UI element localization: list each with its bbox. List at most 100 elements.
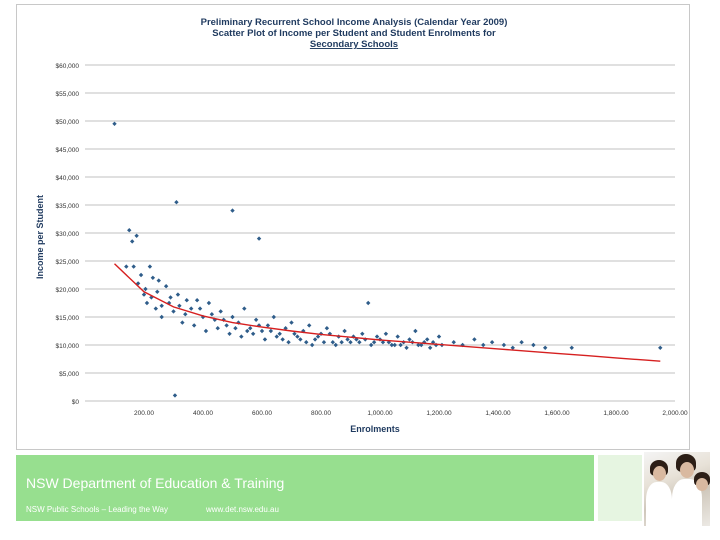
- x-tick-label: 1,400.00: [485, 410, 511, 417]
- data-point: [159, 314, 164, 320]
- data-point: [180, 320, 185, 325]
- data-point: [286, 340, 291, 345]
- data-point: [472, 337, 477, 342]
- data-point: [425, 337, 430, 342]
- y-axis-label: Income per Student: [35, 195, 45, 279]
- data-point: [150, 275, 156, 280]
- data-point: [366, 300, 371, 306]
- data-point: [368, 342, 374, 348]
- data-point: [138, 272, 144, 278]
- data-point: [416, 342, 421, 348]
- data-point: [256, 236, 262, 241]
- footer-band: NSW Department of Education & Training N…: [16, 455, 594, 521]
- data-point: [321, 340, 327, 345]
- footer-title: NSW Department of Education & Training: [26, 475, 285, 491]
- data-point: [134, 233, 139, 238]
- data-point: [357, 340, 362, 345]
- data-point: [248, 326, 253, 331]
- data-point: [171, 309, 176, 314]
- data-point: [404, 345, 409, 350]
- data-point: [215, 326, 220, 331]
- data-point: [389, 342, 394, 348]
- y-tick-label: $30,000: [56, 231, 80, 238]
- data-points: [112, 121, 663, 398]
- chart-title-line: Scatter Plot of Income per Student and S…: [212, 28, 496, 39]
- x-tick-label: 800.00: [311, 410, 331, 417]
- data-point: [345, 337, 350, 342]
- chart-title: Preliminary Recurrent School Income Anal…: [201, 17, 508, 50]
- data-point: [172, 393, 178, 398]
- data-point: [280, 337, 285, 342]
- data-point: [163, 284, 169, 289]
- data-point: [398, 342, 403, 348]
- data-point: [174, 200, 179, 205]
- y-tick-labels: $0 $5,000 $10,000 $15,000 $20,000 $25,000 $30,…: [56, 63, 80, 406]
- data-point: [330, 340, 335, 345]
- data-point: [127, 228, 132, 233]
- data-point: [239, 334, 244, 339]
- data-point: [481, 342, 486, 348]
- data-point: [242, 306, 247, 311]
- data-point: [144, 300, 150, 306]
- data-point: [206, 300, 212, 306]
- data-point: [333, 342, 338, 348]
- trend-line-path: [114, 263, 661, 362]
- trend-line: [114, 263, 661, 362]
- data-point: [510, 345, 515, 350]
- data-point: [427, 345, 433, 350]
- y-tick-label: $40,000: [56, 175, 80, 182]
- data-point: [203, 328, 209, 334]
- students-photo: [644, 452, 710, 526]
- data-point: [230, 314, 235, 320]
- data-point: [156, 278, 161, 283]
- data-point: [531, 342, 536, 348]
- data-point: [489, 340, 495, 345]
- data-point: [395, 334, 400, 339]
- data-point: [312, 337, 318, 342]
- data-point: [143, 286, 148, 292]
- y-tick-label: $45,000: [56, 147, 80, 154]
- data-point: [155, 289, 160, 294]
- data-point: [183, 312, 188, 317]
- data-point: [250, 331, 256, 336]
- data-point: [342, 328, 347, 334]
- data-point: [245, 328, 250, 334]
- data-point: [315, 334, 321, 339]
- data-point: [436, 334, 442, 339]
- data-point: [175, 292, 181, 297]
- data-point: [419, 342, 424, 348]
- data-point: [392, 342, 397, 348]
- data-point: [168, 295, 173, 300]
- data-point: [197, 306, 203, 311]
- footer-url[interactable]: www.det.nsw.edu.au: [206, 505, 279, 514]
- data-point: [130, 239, 135, 244]
- data-point: [543, 345, 548, 350]
- data-point: [298, 337, 303, 342]
- data-point: [200, 314, 206, 320]
- data-point: [131, 264, 136, 269]
- data-point: [277, 331, 282, 336]
- gridlines: [85, 64, 675, 402]
- data-point: [371, 340, 377, 345]
- data-point: [194, 298, 200, 303]
- x-tick-label: 1,000.00: [367, 410, 393, 417]
- y-tick-label: $15,000: [56, 315, 80, 322]
- x-tick-label: 1,200.00: [426, 410, 452, 417]
- data-point: [289, 320, 294, 325]
- data-point: [230, 208, 235, 213]
- data-point: [177, 303, 182, 308]
- data-point: [307, 323, 312, 328]
- data-point: [224, 323, 229, 328]
- y-tick-label: $35,000: [56, 203, 80, 210]
- data-point: [304, 340, 309, 345]
- data-point: [380, 340, 386, 345]
- x-tick-label: 400.00: [193, 410, 213, 417]
- x-tick-label: 2,000.00: [662, 410, 688, 417]
- data-point: [153, 306, 158, 311]
- data-point: [374, 334, 380, 339]
- data-point: [147, 264, 153, 269]
- chart-title-line: Secondary Schools: [310, 39, 398, 50]
- data-point: [407, 337, 412, 342]
- chart-title-line: Preliminary Recurrent School Income Anal…: [201, 17, 508, 28]
- y-tick-label: $0: [72, 399, 80, 406]
